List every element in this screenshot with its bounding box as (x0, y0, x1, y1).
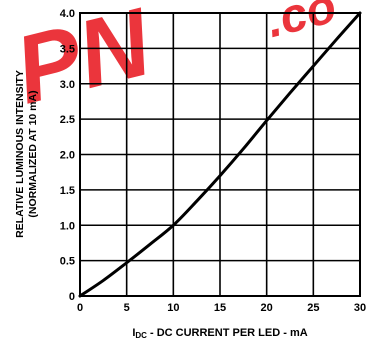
watermark: PN .co (5, 0, 341, 124)
y-tick-label: 0 (69, 291, 75, 303)
watermark-text-small: .co (261, 0, 341, 48)
y-tick-label: 1.5 (60, 185, 75, 197)
y-tick-label: 0.5 (60, 256, 75, 268)
x-tick-label: 15 (214, 302, 226, 314)
axes (79, 12, 361, 297)
axis-labels: IDC - DC CURRENT PER LED - mA RELATIVE L… (14, 70, 308, 340)
y-tick-label: 3.0 (60, 79, 75, 91)
x-tick-label: 30 (354, 302, 366, 314)
y-tick-label: 3.5 (60, 43, 75, 55)
series-line (78, 11, 362, 298)
x-tick-label: 25 (307, 302, 319, 314)
x-tick-label: 5 (124, 302, 130, 314)
y-axis-label-line2: (NORMALIZED AT 10 mA) (27, 90, 39, 217)
series (78, 11, 362, 298)
x-tick-label: 20 (261, 302, 273, 314)
x-axis-label: IDC - DC CURRENT PER LED - mA (132, 327, 307, 340)
plot-frame (79, 12, 361, 297)
x-axis-label-main: I (132, 327, 135, 339)
y-tick-label: 2.0 (60, 150, 75, 162)
x-tick-label: 10 (167, 302, 179, 314)
y-axis-label-line1: RELATIVE LUMINOUS INTENSITY (14, 70, 26, 238)
x-tick-label: 0 (77, 302, 83, 314)
y-tick-label: 4.0 (60, 8, 75, 20)
y-tick-label: 1.0 (60, 220, 75, 232)
y-tick-label: 2.5 (60, 114, 75, 126)
x-axis-label-subscript: DC (135, 331, 147, 340)
x-axis-label-rest: - DC CURRENT PER LED - mA (147, 327, 308, 339)
tick-labels: 0 5 10 15 20 25 30 0 0.5 1.0 1.5 2.0 2.5 3.0 3.5 4.0 (60, 8, 366, 314)
